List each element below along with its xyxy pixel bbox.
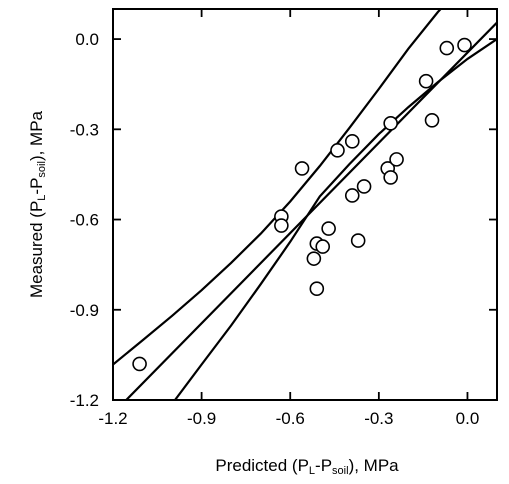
data-point [315,239,331,254]
data-point [274,218,289,233]
y-tick-label: -0.3 [70,120,99,139]
data-point [418,73,434,89]
data-point [389,152,404,167]
confidence-band-lower [174,38,497,400]
data-point [330,143,345,158]
data-point [321,221,336,236]
confidence-band-upper [113,9,443,366]
y-tick-label: -1.2 [70,391,99,410]
data-point [309,281,325,297]
data-point [306,251,322,266]
y-tick-label: -0.6 [70,211,99,230]
x-tick-label: -0.9 [187,409,216,428]
data-point [424,112,440,128]
data-point [383,115,398,131]
y-tick-label: 0.0 [75,30,99,49]
data-points-group [132,37,472,372]
data-point [344,188,360,203]
x-tick-label: 0.0 [456,409,480,428]
y-axis-title: Measured (PL-Psoil), MPa [27,110,48,298]
data-point [350,233,366,248]
x-tick-label: -0.6 [276,409,305,428]
x-axis-title: Predicted (PL-Psoil), MPa [215,456,399,477]
x-tick-label: -0.3 [364,409,393,428]
data-point [132,356,147,372]
tick-labels-group: -1.2 -0.9 -0.6 -0.3 0.0 -1.2 -0.9 -0.6 -0.3 0.0 [70,30,480,428]
data-point [356,179,372,194]
data-point [457,37,472,53]
data-point [294,161,310,176]
data-point [439,40,455,56]
data-point [383,170,398,185]
fit-lines-group [113,9,497,400]
plot-frame [112,8,498,401]
x-tick-label: -1.2 [98,409,127,428]
data-point [344,134,360,149]
axis-ticks-group [112,9,497,401]
y-tick-label: -0.9 [70,301,99,320]
